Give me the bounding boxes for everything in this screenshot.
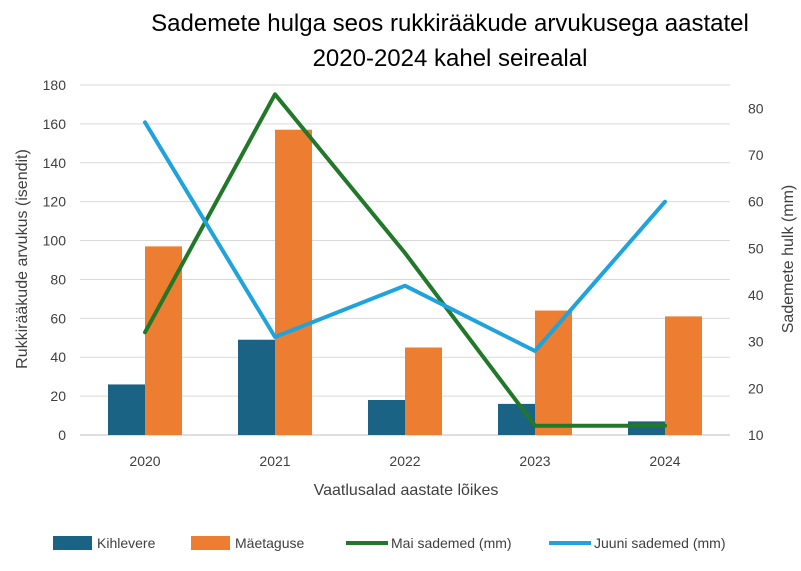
chart-title-line-1: Sademete hulga seos rukkirääkude arvukus… [151,10,749,37]
left-tick-label: 100 [43,233,67,249]
left-tick-label: 40 [50,349,66,365]
bar-mäetaguse [275,129,312,435]
y-axis-label-left: Rukkirääkude arvukus (isendit) [14,149,31,369]
x-tick-label: 2024 [649,453,680,469]
legend-label: Juuni sademed (mm) [594,535,726,551]
right-tick-label: 70 [748,147,764,163]
right-tick-label: 80 [748,100,764,116]
right-tick-label: 10 [748,427,764,443]
legend-label: Kihlevere [97,535,156,551]
x-axis-ticks: 2020 2021 2022 2023 2024 [129,453,680,469]
left-axis-ticks: 0 20 40 60 80 100 120 140 160 180 [43,77,67,443]
y-axis-label-right: Sademete hulk (mm) [780,185,797,334]
x-tick-label: 2020 [129,453,160,469]
bars [108,129,702,435]
right-axis-ticks: 10 20 30 40 50 60 70 80 [748,100,764,443]
bar-kihlevere [108,384,145,435]
right-tick-label: 50 [748,240,764,256]
gridlines [80,84,730,436]
bar-kihlevere [238,339,275,435]
right-tick-label: 60 [748,194,764,210]
right-tick-label: 20 [748,380,764,396]
chart-title-line-2: 2020-2024 kahel seirealal [313,45,588,72]
left-tick-label: 180 [43,77,67,93]
right-tick-label: 30 [748,334,764,350]
left-tick-label: 160 [43,116,67,132]
legend-swatch [191,536,230,550]
chart-title: Sademete hulga seos rukkirääkude arvukus… [151,10,749,72]
left-tick-label: 80 [50,271,66,287]
legend-label: Mäetaguse [235,535,304,551]
left-tick-label: 60 [50,310,66,326]
line-series-0 [143,92,667,428]
left-tick-label: 0 [58,427,66,443]
x-axis-label: Vaatlusalad aastate lõikes [314,482,499,499]
bar-kihlevere [628,421,665,435]
bar-kihlevere [368,400,405,435]
x-tick-label: 2022 [389,453,420,469]
right-tick-label: 40 [748,287,764,303]
x-tick-label: 2023 [519,453,550,469]
lines [143,92,667,428]
x-tick-label: 2021 [259,453,290,469]
bar-mäetaguse [665,316,702,435]
left-tick-label: 20 [50,388,66,404]
line-series-1 [143,120,667,353]
legend-label: Mai sademed (mm) [391,535,512,551]
left-tick-label: 140 [43,155,67,171]
bar-mäetaguse [405,347,442,435]
left-tick-label: 120 [43,194,67,210]
legend: Kihlevere Mäetaguse Mai sademed (mm) Juuni … [53,535,726,551]
legend-swatch [53,536,92,550]
